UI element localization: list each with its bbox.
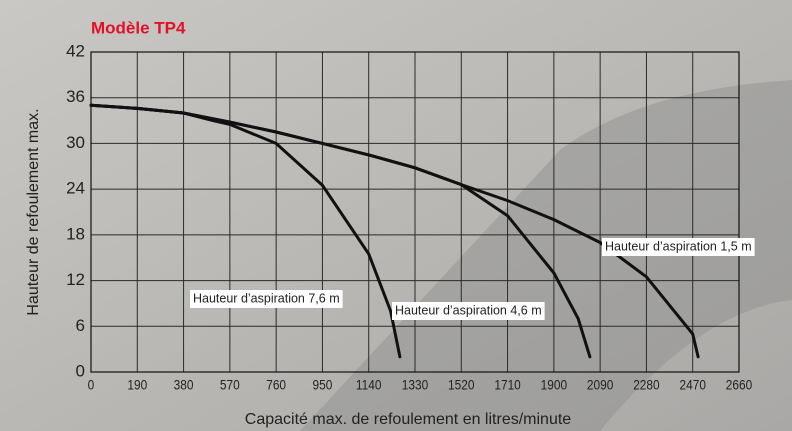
x-tick-label: 380	[174, 377, 194, 393]
y-tick-label: 6	[76, 316, 85, 335]
x-axis-label: Capacité max. de refoulement en litres/m…	[245, 411, 571, 428]
x-tick-label: 1330	[402, 377, 428, 393]
series-label: Hauteur d’aspiration 7,6 m	[193, 291, 340, 305]
y-tick-label: 18	[66, 224, 85, 243]
page: Modèle TP4 Hauteur de refoulement max. C…	[0, 0, 792, 431]
y-tick-label: 36	[66, 87, 85, 106]
x-tick-label: 2280	[633, 377, 659, 393]
x-tick-label: 950	[313, 377, 333, 393]
y-axis-label: Hauteur de refoulement max.	[25, 108, 42, 315]
x-tick-label: 1140	[356, 377, 382, 393]
x-tick-label: 0	[88, 377, 95, 393]
series-label: Hauteur d’aspiration 4,6 m	[395, 303, 542, 317]
x-tick-label: 2090	[587, 377, 613, 393]
y-tick-label: 24	[66, 179, 85, 198]
y-tick-label: 0	[76, 361, 85, 380]
x-tick-label: 1520	[448, 377, 474, 393]
y-tick-label: 30	[66, 133, 85, 152]
series-label: Hauteur d’aspiration 1,5 m	[605, 239, 752, 253]
x-tick-label: 570	[220, 377, 240, 393]
x-tick-label: 760	[266, 377, 286, 393]
x-tick-label: 190	[127, 377, 147, 393]
y-tick-label: 12	[66, 270, 85, 289]
x-tick-label: 2470	[679, 377, 705, 393]
y-tick-label: 42	[66, 41, 85, 60]
x-tick-label: 2660	[726, 377, 752, 393]
x-tick-label: 1710	[494, 377, 520, 393]
x-tick-label: 1900	[541, 377, 567, 393]
chart-title: Modèle TP4	[91, 18, 186, 37]
chart: Modèle TP4 Hauteur de refoulement max. C…	[0, 0, 792, 431]
